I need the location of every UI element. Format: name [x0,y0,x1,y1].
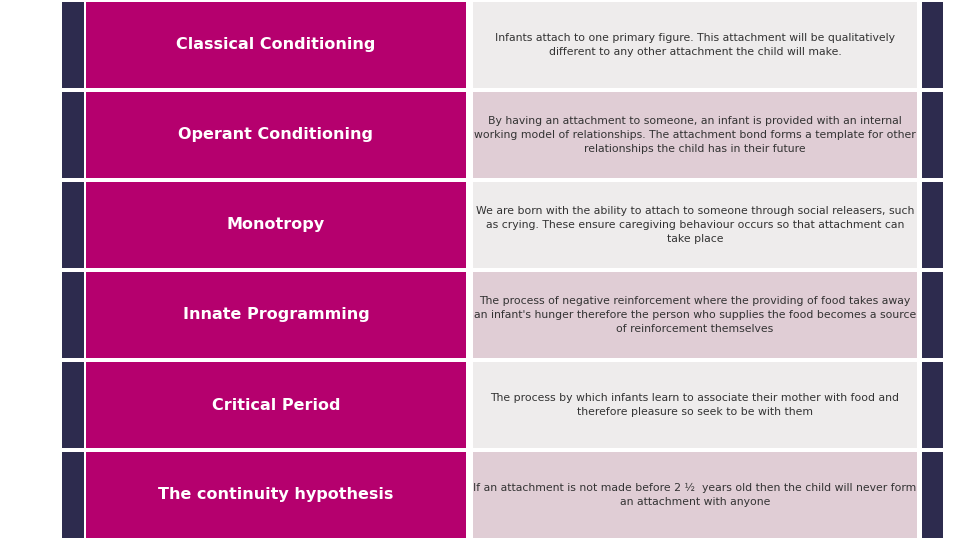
Text: The process by which infants learn to associate their mother with food and
there: The process by which infants learn to as… [491,393,900,417]
Bar [922,92,943,178]
Bar [62,2,84,89]
Text: Infants attach to one primary figure. This attachment will be qualitatively
diff: Infants attach to one primary figure. Th… [495,33,895,57]
Bar [473,272,917,359]
Text: Innate Programming: Innate Programming [182,307,370,322]
Bar [86,272,466,359]
Bar [473,362,917,448]
Text: Operant Conditioning: Operant Conditioning [179,127,373,143]
Text: Monotropy: Monotropy [227,218,325,233]
Bar [922,272,943,359]
Bar [62,92,84,178]
Bar [62,362,84,448]
Bar [86,2,466,89]
Bar [62,451,84,538]
Text: We are born with the ability to attach to someone through social releasers, such: We are born with the ability to attach t… [476,206,914,244]
Bar [922,362,943,448]
Bar [473,2,917,89]
Text: The continuity hypothesis: The continuity hypothesis [158,488,394,503]
Bar [62,181,84,268]
Bar [922,451,943,538]
Text: Critical Period: Critical Period [212,397,340,413]
Text: By having an attachment to someone, an infant is provided with an internal
worki: By having an attachment to someone, an i… [474,116,916,154]
Bar [86,92,466,178]
Bar [62,272,84,359]
Bar [922,2,943,89]
Bar [922,181,943,268]
Bar [473,92,917,178]
Text: The process of negative reinforcement where the providing of food takes away
an : The process of negative reinforcement wh… [474,296,916,334]
Bar [473,451,917,538]
Bar [473,181,917,268]
Bar [86,181,466,268]
Text: Classical Conditioning: Classical Conditioning [177,37,375,52]
Text: If an attachment is not made before 2 ½  years old then the child will never for: If an attachment is not made before 2 ½ … [473,483,917,507]
Bar [86,451,466,538]
Bar [86,362,466,448]
